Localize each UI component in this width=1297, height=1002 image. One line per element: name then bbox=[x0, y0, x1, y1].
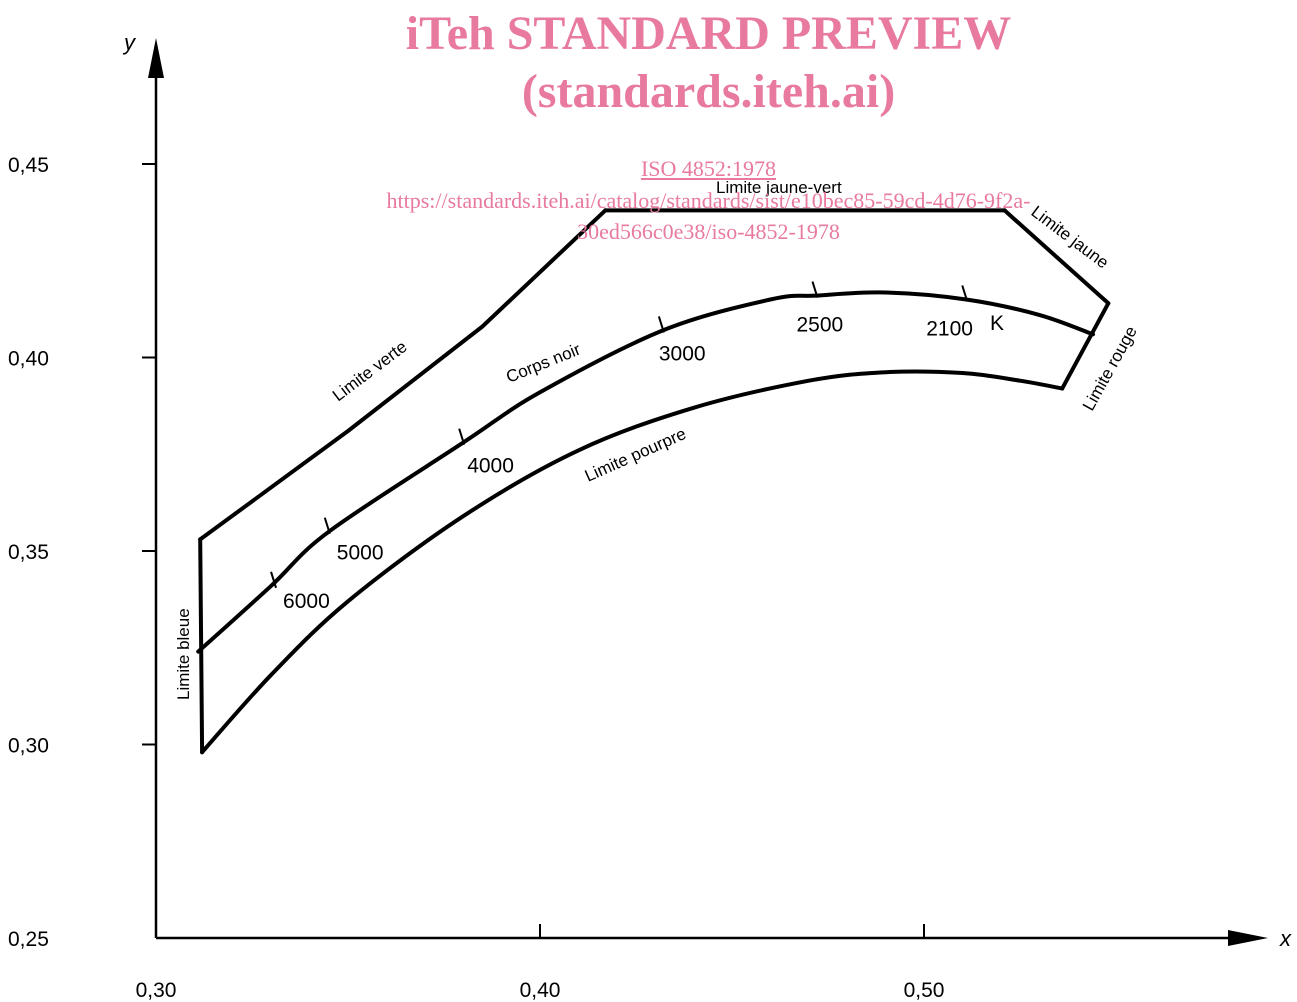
label-limite-pourpre: Limite pourpre bbox=[582, 424, 689, 486]
label-corps-noir: Corps noir bbox=[503, 340, 583, 387]
temp-tick-4000 bbox=[458, 428, 466, 445]
temp-tick-2500 bbox=[811, 281, 819, 298]
temp-tick-3000 bbox=[657, 316, 665, 333]
temp-tick-2100 bbox=[961, 285, 969, 302]
curves bbox=[196, 208, 1111, 755]
curve-corps-noir bbox=[196, 290, 1095, 654]
temp-tick-6000 bbox=[270, 571, 277, 589]
curve-limite-verte bbox=[198, 208, 608, 542]
y-tick-label-1: 0,30 bbox=[8, 735, 49, 758]
temp-label-6000: 6000 bbox=[283, 590, 330, 613]
curve-limite-pourpre bbox=[200, 369, 1065, 755]
watermark-url-line2: 30ed566c0e38/iso-4852-1978 bbox=[577, 219, 840, 244]
y-tick-label-4: 0,45 bbox=[8, 154, 49, 177]
curve-limite-jaune bbox=[1002, 208, 1111, 306]
watermark-subtitle: (standards.iteh.ai) bbox=[521, 65, 896, 118]
temp-label-2500: 2500 bbox=[796, 314, 843, 337]
temp-label-5000: 5000 bbox=[337, 542, 384, 565]
watermark-url-line1: https://standards.iteh.ai/catalog/standa… bbox=[386, 188, 1031, 213]
y-axis-label: y bbox=[122, 30, 137, 55]
axis-ticks: 0,30 0,40 0,50 0,25 0,30 0,35 0,40 0,45 bbox=[8, 154, 944, 1002]
temperature-marks: 6000 5000 4000 3000 2500 2100 bbox=[270, 281, 973, 613]
x-tick-label-1: 0,40 bbox=[520, 979, 561, 1002]
curve-limite-bleue bbox=[198, 537, 205, 755]
curve-limite-rouge bbox=[1060, 301, 1111, 391]
y-tick-label-3: 0,40 bbox=[8, 348, 49, 371]
y-tick-label-2: 0,35 bbox=[8, 541, 49, 564]
watermark-title: iTeh STANDARD PREVIEW bbox=[405, 7, 1012, 60]
x-axis-label: x bbox=[1279, 926, 1292, 951]
label-limite-jaune-vert: Limite jaune-vert bbox=[716, 178, 842, 197]
watermark-doc-id[interactable]: ISO 4852:1978 bbox=[640, 156, 777, 181]
temp-label-3000: 3000 bbox=[659, 342, 706, 365]
label-limite-bleue: Limite bleue bbox=[174, 608, 193, 700]
temp-label-2100: 2100 bbox=[926, 317, 973, 340]
x-axis-arrow bbox=[1228, 930, 1268, 946]
x-tick-label-0: 0,30 bbox=[136, 979, 177, 1002]
temp-tick-5000 bbox=[323, 517, 331, 534]
temperature-unit: K bbox=[990, 312, 1004, 335]
x-tick-label-2: 0,50 bbox=[904, 979, 945, 1002]
y-axis-arrow bbox=[148, 38, 164, 78]
y-tick-label-0: 0,25 bbox=[8, 928, 49, 951]
temp-label-4000: 4000 bbox=[467, 455, 514, 478]
label-limite-verte: Limite verte bbox=[329, 337, 411, 405]
